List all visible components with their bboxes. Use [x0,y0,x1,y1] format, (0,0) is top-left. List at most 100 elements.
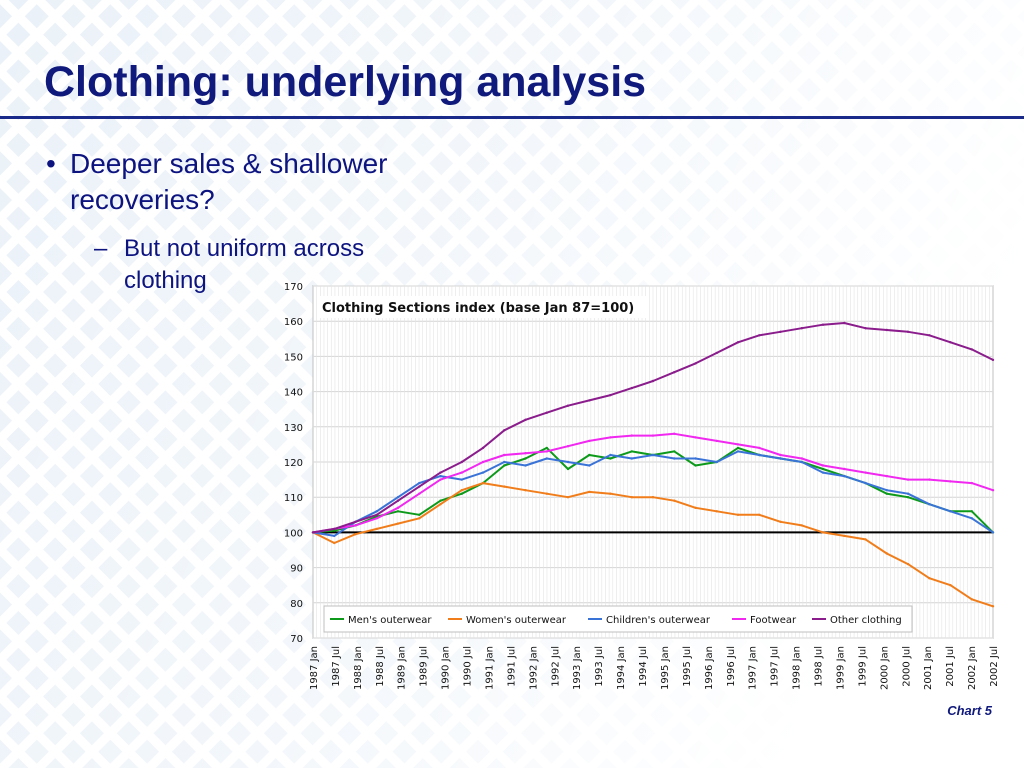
data-point [651,453,655,457]
data-point [949,510,952,513]
data-point [758,446,761,450]
data-point [418,492,421,495]
x-tick-label: 1987 Jan [309,646,320,690]
data-point [928,577,931,580]
y-tick-label: 80 [290,599,303,610]
data-point [439,503,442,506]
data-point [928,334,931,337]
data-point [396,499,400,502]
data-point [354,533,357,536]
x-tick-label: 1996 Jul [726,646,737,687]
data-point [864,471,867,474]
data-point [991,489,995,492]
data-point [821,323,825,326]
y-tick-label: 70 [290,634,303,645]
data-point [928,503,931,506]
data-point [396,522,400,525]
data-point [566,404,570,407]
data-point [736,341,740,344]
data-point [673,371,676,374]
data-point [694,436,697,439]
data-point [779,457,782,460]
y-tick-label: 100 [284,528,303,539]
data-point [885,552,888,555]
data-point [630,457,633,460]
data-point [333,541,336,545]
data-point [843,467,846,471]
data-point [694,457,697,460]
sub-bullet-text: But not uniform across clothing [124,235,365,294]
x-tick-label: 1999 Jul [857,646,868,687]
data-point [949,480,952,483]
y-tick-label: 90 [290,564,303,575]
data-point [524,489,527,492]
y-tick-label: 130 [284,423,303,434]
data-point [524,418,527,421]
data-point [545,450,548,453]
data-point [906,496,910,499]
x-tick-label: 1990 Jan [441,646,452,690]
data-point [821,471,825,474]
data-point [949,584,952,587]
x-tick-label: 1997 Jan [748,646,759,690]
legend-label: Footwear [750,615,797,626]
data-point [694,464,697,467]
y-tick-label: 120 [284,458,303,469]
legend-label: Women's outerwear [466,615,567,626]
data-point [333,534,336,538]
data-point [630,434,633,437]
legend-label: Other clothing [830,615,902,626]
x-tick-label: 1989 Jul [419,646,430,687]
data-point [821,531,825,534]
x-tick-label: 1991 Jan [484,646,495,690]
data-point [588,439,591,443]
data-point [588,464,591,467]
data-point [311,531,315,534]
data-point [800,460,803,464]
x-tick-label: 1988 Jul [375,646,386,687]
data-point [566,445,570,448]
data-point [864,327,867,330]
x-tick-label: 1990 Jul [463,646,474,687]
data-point [609,393,612,397]
sub-bullet-item: – But not uniform across clothing [94,233,434,297]
data-point [588,399,591,402]
data-point [800,524,803,527]
bullet-marker: • [46,148,56,179]
data-point [715,439,718,443]
data-point [970,510,973,513]
data-point [885,489,888,492]
y-tick-label: 110 [284,493,303,504]
y-tick-label: 140 [284,388,303,399]
data-point [396,496,400,499]
data-point [503,453,506,457]
data-point [439,499,442,502]
data-point [630,450,633,453]
data-point [503,460,506,464]
data-point [736,446,740,450]
data-point [821,464,825,467]
data-point [906,492,910,495]
slide-title: Clothing: underlying analysis [44,58,647,106]
chart-title-backdrop [318,296,648,318]
data-point [460,471,463,474]
x-tick-label: 2000 Jul [901,646,912,687]
data-point [906,330,910,333]
x-tick-label: 1999 Jan [835,646,846,690]
data-point [481,471,485,474]
data-point [864,481,867,485]
data-point [503,485,506,488]
data-point [970,517,973,520]
data-point [885,328,888,332]
data-point [439,471,442,474]
data-point [864,538,867,541]
grid-lines [312,285,994,639]
data-point [758,334,761,337]
data-point [800,457,803,460]
x-tick-label: 1992 Jan [528,646,539,690]
data-point [481,446,485,450]
data-point [928,478,931,481]
y-tick-label: 170 [284,282,303,293]
data-point [991,358,995,362]
data-point [970,481,973,485]
